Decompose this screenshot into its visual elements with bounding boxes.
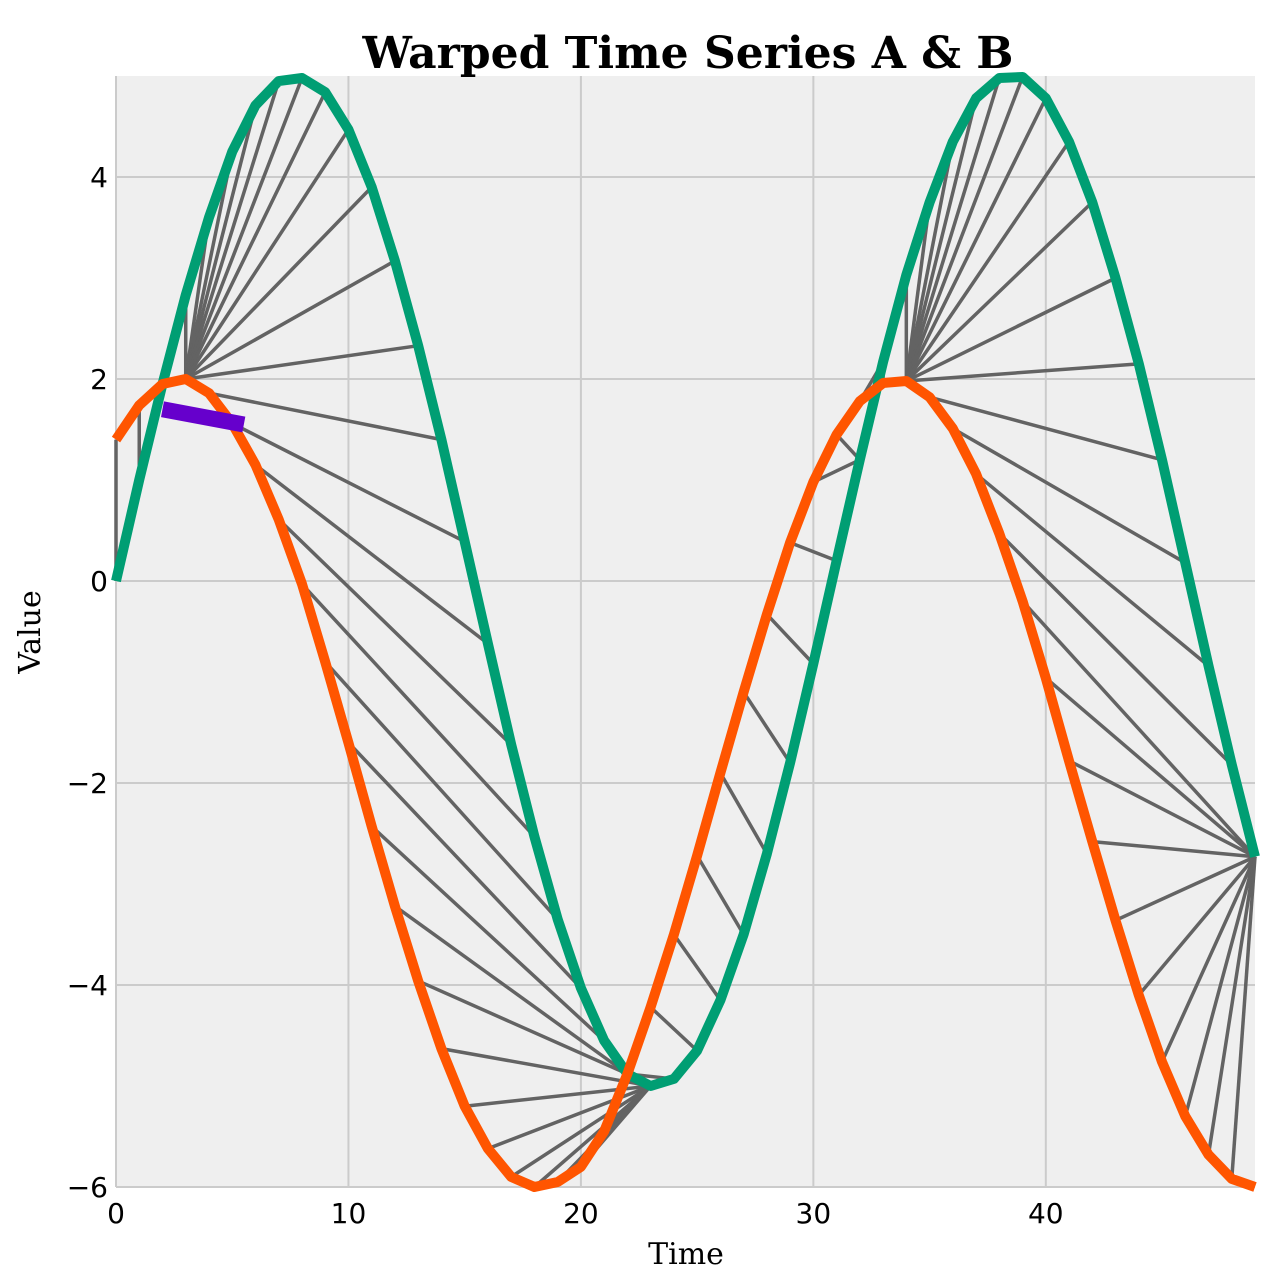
warping-line [765,613,815,666]
warping-line [904,76,1025,382]
warping-line [184,185,373,381]
warping-line [718,772,769,855]
warping-line [998,532,1233,767]
warping-line [904,77,1001,382]
warping-line [672,933,722,1002]
warping-line [905,200,1094,383]
x-tick-labels: 0 10 20 30 40 [107,1197,1064,1230]
warping-line [208,391,442,442]
x-axis-label: Time [648,1237,724,1272]
series-lines [111,72,1260,1192]
warping-line [184,91,327,380]
warping-line [184,151,234,380]
warping-line [254,463,489,646]
warping-line [1021,600,1257,858]
warping-line [974,472,1210,668]
warping-line [905,276,1117,383]
warping-line [812,458,861,484]
warping-line [323,660,559,921]
warping-line [695,854,746,936]
warping-line [789,540,838,563]
warping-line [904,202,932,382]
y-tick-label: −6 [67,1171,108,1204]
warping-line [417,979,629,1076]
warping-line [906,362,1139,383]
warping-line [904,97,1048,382]
warping-line [185,343,419,381]
warping-line [649,1005,699,1052]
y-tick-label: 4 [90,161,108,194]
warping-line [393,904,629,1076]
chart-title: Warped Time Series A & B [362,28,1014,79]
grid-lines [115,76,1255,1188]
highlight-segment-group [161,401,246,433]
warping-line [951,426,1187,565]
warping-lines [114,76,1257,1189]
plot-background [116,76,1255,1187]
warping-line [742,691,792,764]
x-tick-label: 20 [563,1197,599,1230]
x-tick-label: 30 [796,1197,832,1230]
warping-line [510,1084,652,1179]
warping-line [1206,856,1257,1155]
warping-line [904,141,955,382]
warping-line [904,97,978,382]
warping-line [904,140,1071,383]
warping-line [231,421,466,544]
x-tick-label: 40 [1028,1197,1064,1230]
warping-line [1137,855,1257,997]
warping-line [1092,839,1256,859]
y-tick-label: −4 [67,969,108,1002]
warping-line [370,825,606,1042]
y-axis-label: Value [13,590,48,674]
warping-line [1044,676,1257,859]
warping-line [277,518,513,746]
warping-line [347,741,583,990]
warping-line [929,395,1163,462]
warping-line [184,128,350,380]
series-a-line [111,72,1260,1091]
warping-line [184,80,281,380]
highlight-segment [161,401,246,433]
warping-line [1068,759,1256,859]
x-tick-label: 10 [331,1197,367,1230]
warping-line [184,77,304,380]
warping-line [184,259,396,381]
warping-line [441,1046,651,1088]
warping-line [1160,856,1257,1063]
warping-line [300,582,536,838]
series-b-line [111,374,1257,1192]
warping-line [184,104,258,380]
warping-line [1114,855,1256,922]
y-tick-label: 0 [90,565,108,598]
y-tick-labels: 4 2 0 −2 −4 −6 [67,161,108,1204]
warping-line [1183,856,1257,1117]
y-tick-label: 2 [90,363,108,396]
y-tick-label: −2 [67,767,108,800]
warping-line [1230,856,1257,1180]
x-tick-label: 0 [107,1197,125,1230]
